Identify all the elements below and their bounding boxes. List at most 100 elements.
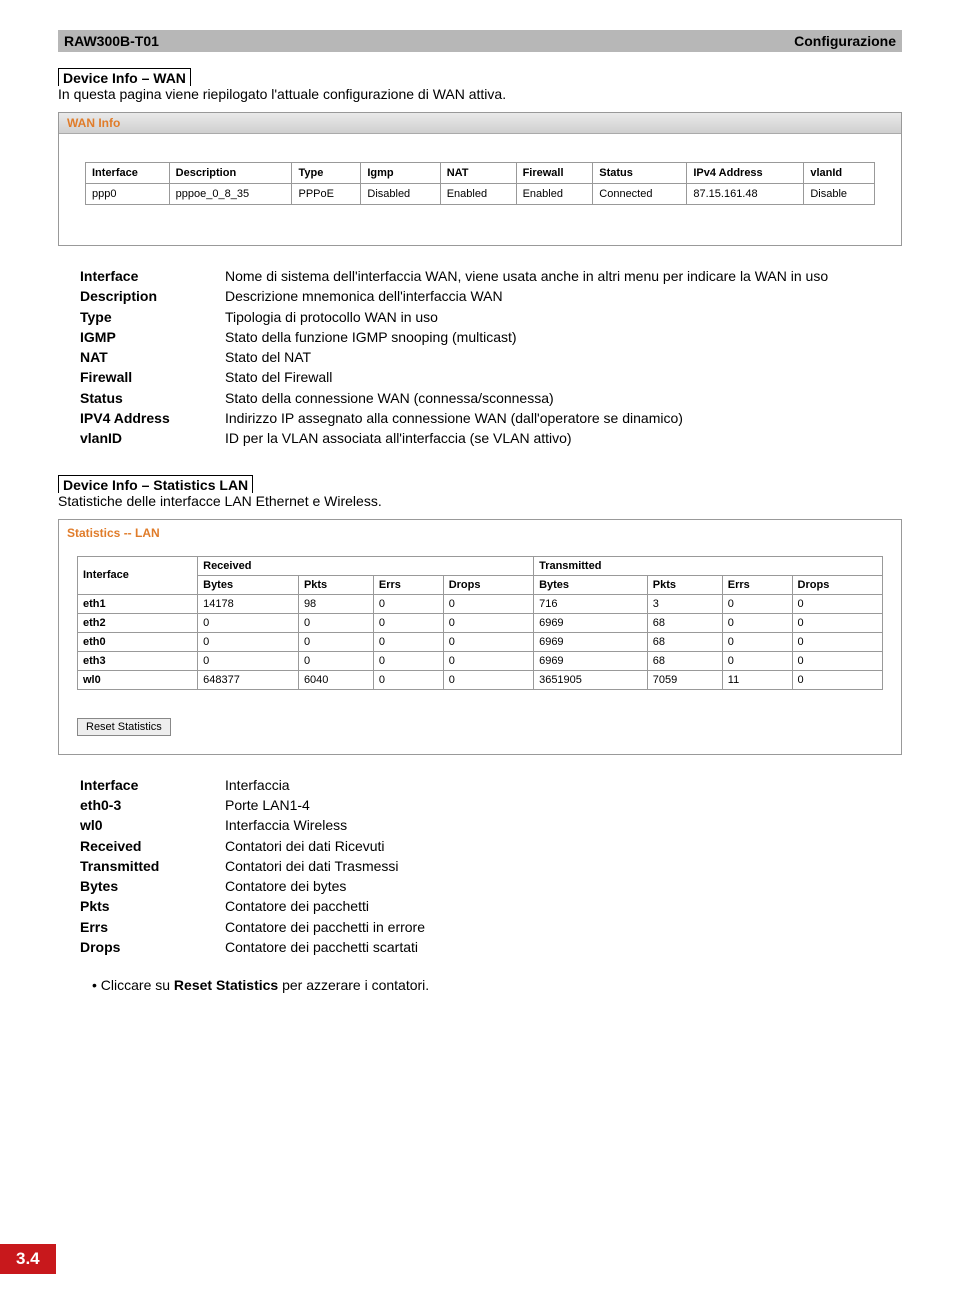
stats-cell: 0 <box>722 651 792 670</box>
wan-cell: Connected <box>593 184 687 205</box>
definition-term: Transmitted <box>80 856 225 876</box>
stats-cell: 0 <box>443 594 533 613</box>
definition-term: Drops <box>80 937 225 957</box>
stats-title: Statistics -- LAN <box>59 520 901 550</box>
wan-col-header: NAT <box>440 163 516 184</box>
stats-sub-header: Drops <box>792 575 882 594</box>
bullet-bold: Reset Statistics <box>174 977 278 993</box>
definition-value: Stato della connessione WAN (connessa/sc… <box>225 388 902 408</box>
section-intro-wan: In questa pagina viene riepilogato l'att… <box>58 86 902 102</box>
wan-col-header: Status <box>593 163 687 184</box>
wan-col-header: Igmp <box>361 163 440 184</box>
stats-cell: 0 <box>722 613 792 632</box>
stats-sub-header: Pkts <box>298 575 373 594</box>
wan-col-header: Type <box>292 163 361 184</box>
stats-cell: 68 <box>647 613 722 632</box>
wan-cell: Disabled <box>361 184 440 205</box>
stats-table: Interface Received Transmitted BytesPkts… <box>77 556 883 690</box>
stats-sub-header: Errs <box>373 575 443 594</box>
definition-row: vlanIDID per la VLAN associata all'inter… <box>80 428 902 448</box>
definition-row: ErrsContatore dei pacchetti in errore <box>80 917 902 937</box>
definition-term: vlanID <box>80 428 225 448</box>
definition-value: Interfaccia Wireless <box>225 815 902 835</box>
stats-cell: 0 <box>198 613 299 632</box>
table-row: wl064837760400036519057059110 <box>78 670 883 689</box>
stats-cell: 0 <box>792 632 882 651</box>
stats-cell: 0 <box>373 670 443 689</box>
reset-instruction: • Cliccare su Reset Statistics per azzer… <box>92 977 902 993</box>
wan-cell: Enabled <box>440 184 516 205</box>
definition-term: wl0 <box>80 815 225 835</box>
definition-row: eth0-3Porte LAN1-4 <box>80 795 902 815</box>
definition-row: FirewallStato del Firewall <box>80 367 902 387</box>
stats-cell: 0 <box>792 670 882 689</box>
definition-term: IPV4 Address <box>80 408 225 428</box>
stats-iface-cell: wl0 <box>78 670 198 689</box>
wan-col-header: IPv4 Address <box>687 163 804 184</box>
wan-col-header: Interface <box>86 163 170 184</box>
definition-row: StatusStato della connessione WAN (conne… <box>80 388 902 408</box>
stats-cell: 14178 <box>198 594 299 613</box>
col-transmitted: Transmitted <box>534 556 883 575</box>
stats-cell: 0 <box>198 651 299 670</box>
section-intro-stats: Statistiche delle interfacce LAN Etherne… <box>58 493 902 509</box>
stats-cell: 0 <box>198 632 299 651</box>
definition-term: Received <box>80 836 225 856</box>
wan-cell: ppp0 <box>86 184 170 205</box>
stats-iface-cell: eth3 <box>78 651 198 670</box>
stats-iface-cell: eth1 <box>78 594 198 613</box>
stats-cell: 0 <box>722 632 792 651</box>
stats-iface-cell: eth0 <box>78 632 198 651</box>
definition-value: Interfaccia <box>225 775 902 795</box>
page-header-bar: RAW300B-T01 Configurazione <box>58 30 902 52</box>
stats-sub-header: Bytes <box>198 575 299 594</box>
bullet-suffix: per azzerare i contatori. <box>278 977 429 993</box>
definition-term: IGMP <box>80 327 225 347</box>
definition-value: Stato del NAT <box>225 347 902 367</box>
table-row: eth1141789800716300 <box>78 594 883 613</box>
stats-cell: 0 <box>443 651 533 670</box>
definition-value: Contatori dei dati Ricevuti <box>225 836 902 856</box>
stats-cell: 0 <box>298 651 373 670</box>
definition-term: Firewall <box>80 367 225 387</box>
definition-value: Stato del Firewall <box>225 367 902 387</box>
definition-value: Contatori dei dati Trasmessi <box>225 856 902 876</box>
definition-row: BytesContatore dei bytes <box>80 876 902 896</box>
stats-cell: 6969 <box>534 632 648 651</box>
section-title-stats: Device Info – Statistics LAN <box>58 475 253 493</box>
table-row: eth0000069696800 <box>78 632 883 651</box>
reset-statistics-button[interactable]: Reset Statistics <box>77 718 171 736</box>
definition-value: Contatore dei pacchetti <box>225 896 902 916</box>
wan-col-header: Firewall <box>516 163 593 184</box>
stats-cell: 0 <box>792 613 882 632</box>
section-title-wan: Device Info – WAN <box>58 68 191 86</box>
definition-row: DescriptionDescrizione mnemonica dell'in… <box>80 286 902 306</box>
stats-cell: 6969 <box>534 613 648 632</box>
definition-value: Nome di sistema dell'interfaccia WAN, vi… <box>225 266 902 286</box>
definition-row: InterfaceInterfaccia <box>80 775 902 795</box>
table-row: eth2000069696800 <box>78 613 883 632</box>
stats-cell: 0 <box>443 670 533 689</box>
stats-cell: 68 <box>647 651 722 670</box>
definition-term: Description <box>80 286 225 306</box>
wan-definition-list: InterfaceNome di sistema dell'interfacci… <box>80 266 902 449</box>
stats-sub-header: Bytes <box>534 575 648 594</box>
stats-cell: 0 <box>792 651 882 670</box>
stats-cell: 11 <box>722 670 792 689</box>
definition-term: Status <box>80 388 225 408</box>
definition-row: InterfaceNome di sistema dell'interfacci… <box>80 266 902 286</box>
stats-cell: 0 <box>792 594 882 613</box>
definition-term: NAT <box>80 347 225 367</box>
definition-row: TypeTipologia di protocollo WAN in uso <box>80 307 902 327</box>
table-row: eth3000069696800 <box>78 651 883 670</box>
stats-cell: 0 <box>298 632 373 651</box>
stats-cell: 98 <box>298 594 373 613</box>
definition-value: Stato della funzione IGMP snooping (mult… <box>225 327 902 347</box>
stats-cell: 0 <box>373 594 443 613</box>
definition-value: Indirizzo IP assegnato alla connessione … <box>225 408 902 428</box>
definition-row: IPV4 AddressIndirizzo IP assegnato alla … <box>80 408 902 428</box>
stats-sub-header: Errs <box>722 575 792 594</box>
definition-term: Type <box>80 307 225 327</box>
stats-cell: 6040 <box>298 670 373 689</box>
wan-info-table: InterfaceDescriptionTypeIgmpNATFirewallS… <box>85 162 875 205</box>
